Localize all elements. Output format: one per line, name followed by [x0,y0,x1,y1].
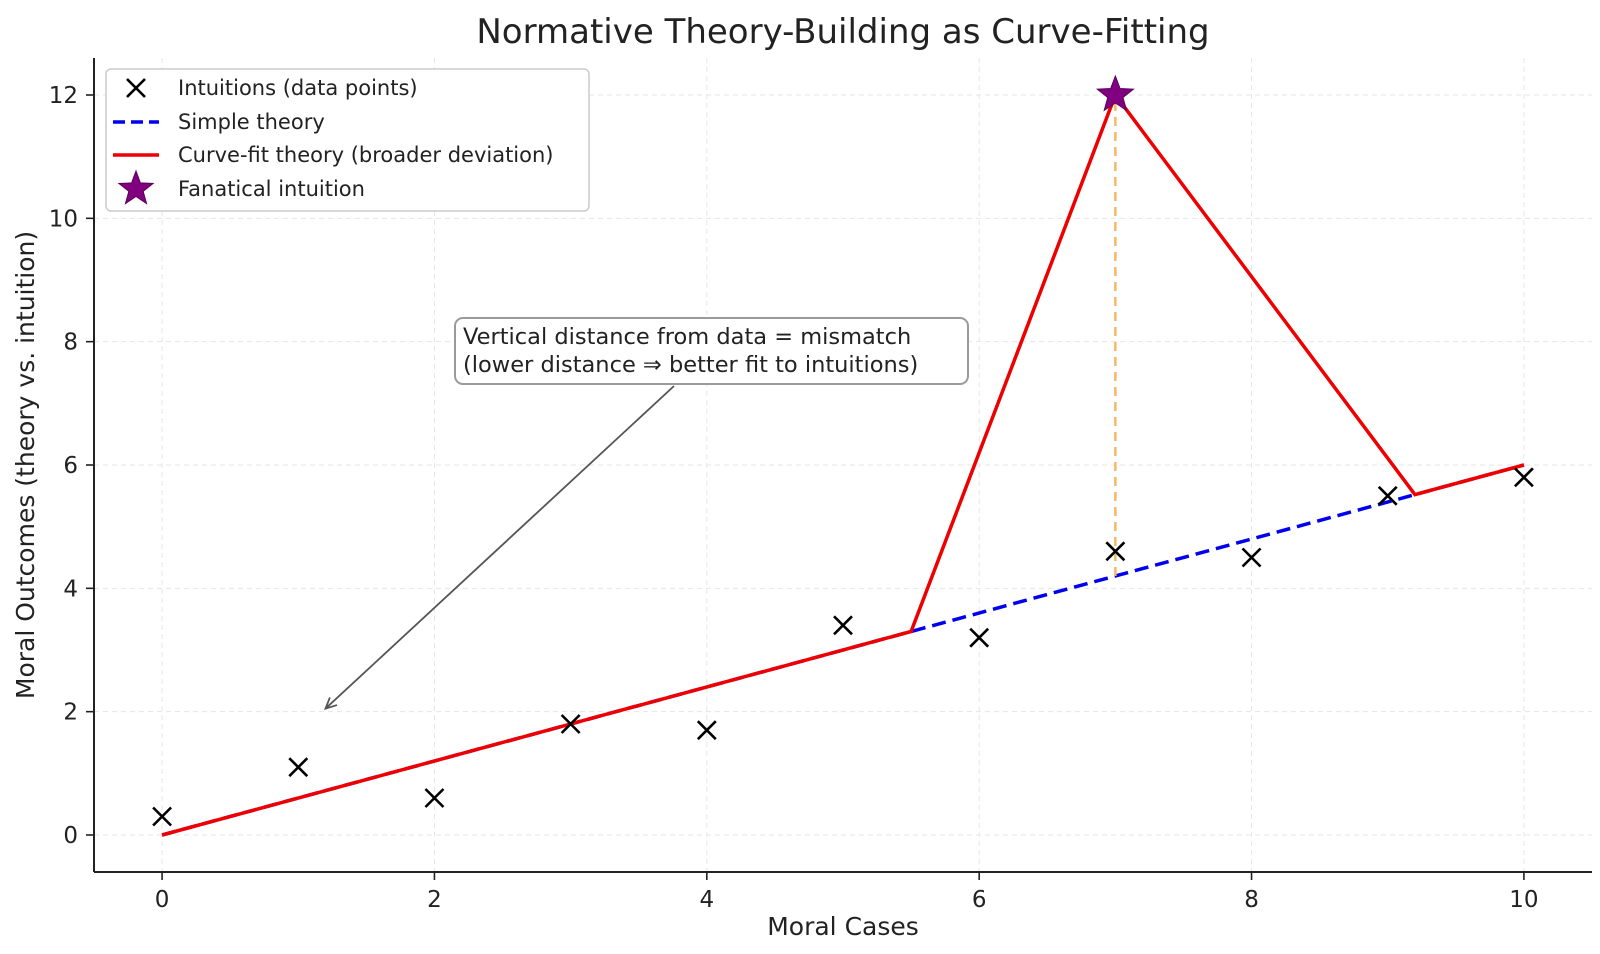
y-tick-label: 10 [49,206,78,232]
legend-label-intuitions: Intuitions (data points) [178,76,418,100]
intuition-point [424,788,445,808]
intuition-point [288,757,309,778]
intuition-point [1105,541,1126,562]
annotation: Vertical distance from data = mismatch (… [323,317,969,710]
y-axis-label: Moral Outcomes (theory vs. intuition) [11,231,40,699]
intuition-point [1241,547,1262,568]
legend-item-intuitions: Intuitions (data points) [126,76,418,100]
y-tick-label: 2 [63,700,78,726]
annotation-line-1: Vertical distance from data = mismatch [463,324,911,350]
x-axis-label: Moral Cases [767,912,919,941]
y-tick-label: 12 [49,83,78,109]
legend-label-curve-fit: Curve-fit theory (broader deviation) [178,143,554,167]
annotation-line-2: (lower distance ⇒ better fit to intuitio… [463,352,918,378]
intuition-point [1513,467,1534,488]
intuition-point [833,615,853,636]
chart-title: Normative Theory-Building as Curve-Fitti… [476,12,1209,52]
annotation-arrow [324,385,675,710]
y-tick-label: 4 [63,576,78,602]
x-tick-label: 4 [699,887,714,913]
legend-item-curve-fit: Curve-fit theory (broader deviation) [113,143,554,167]
y-tick-label: 6 [63,453,78,479]
legend-item-fanatical: Fanatical intuition [117,169,365,205]
ticks: 0 2 4 6 8 10 0 2 4 6 8 10 12 [49,83,1539,913]
annotation-arrowhead [323,697,338,710]
y-tick-label: 8 [63,330,78,356]
x-tick-label: 8 [1244,887,1259,913]
intuition-point [152,806,173,827]
intuition-point [1377,485,1398,506]
intuition-point [696,720,717,741]
legend: Intuitions (data points) Simple theory C… [105,68,590,212]
x-tick-label: 6 [972,887,987,913]
legend-label-fanatical: Fanatical intuition [178,177,365,201]
x-tick-label: 10 [1509,887,1538,913]
y-tick-label: 0 [63,823,78,849]
fanatical-intuition-point [1095,74,1135,112]
legend-box [105,68,590,212]
intuition-point [969,627,990,648]
plot-series [152,74,1534,837]
legend-label-simple-theory: Simple theory [178,110,325,134]
legend-star-marker-icon [117,169,155,205]
x-tick-label: 2 [427,887,442,913]
annotation-box [454,317,969,385]
legend-x-marker-icon [126,78,146,98]
legend-item-simple-theory: Simple theory [113,110,325,134]
x-tick-label: 0 [155,887,170,913]
intuition-point [560,714,581,734]
